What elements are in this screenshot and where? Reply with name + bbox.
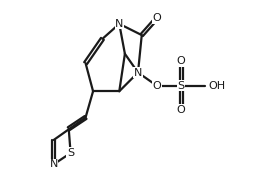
Text: N: N [115, 19, 123, 29]
Text: O: O [152, 81, 161, 91]
Text: O: O [177, 56, 185, 66]
Text: O: O [177, 105, 185, 115]
Text: S: S [67, 148, 74, 158]
Text: S: S [177, 81, 185, 91]
Text: N: N [50, 159, 58, 169]
Text: N: N [134, 67, 142, 78]
Text: OH: OH [208, 81, 225, 91]
Text: O: O [152, 13, 161, 23]
